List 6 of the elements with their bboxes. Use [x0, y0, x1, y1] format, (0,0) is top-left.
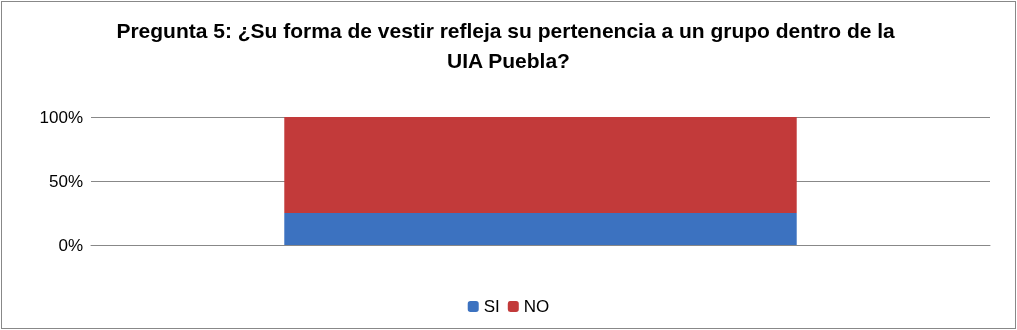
legend-label: NO — [523, 297, 550, 316]
chart-title: Pregunta 5: ¿Su forma de vestir refleja su pertenencia a un grupo dentro de la UIA Puebla? — [116, 18, 901, 72]
legend-label: SI — [483, 297, 500, 316]
y-tick-label: 100% — [39, 107, 83, 127]
y-tick-label: 50% — [48, 171, 83, 191]
y-tick-label: 0% — [58, 235, 83, 255]
